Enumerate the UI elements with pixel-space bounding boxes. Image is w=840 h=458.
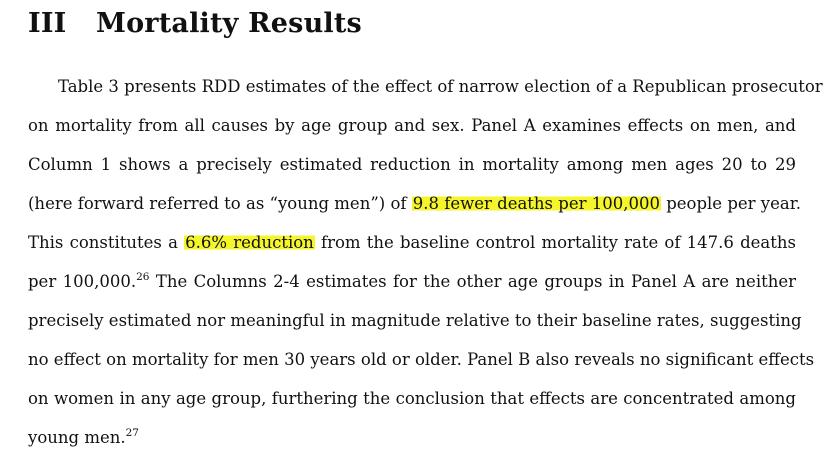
line-text: people per year. — [666, 194, 802, 213]
line-text: on mortality from all causes by age grou… — [28, 116, 796, 135]
text-line: on women in any age group, furthering th… — [28, 379, 796, 418]
section-heading: III Mortality Results — [28, 6, 362, 42]
line-text: on women in any age group, furthering th… — [28, 389, 796, 408]
text-line: Column 1 shows a precisely estimated red… — [28, 145, 796, 184]
line-text: per 100,000. — [28, 272, 137, 291]
footnote-marker[interactable]: 27 — [125, 427, 139, 439]
footnote-marker[interactable]: 26 — [136, 271, 150, 283]
line-text: Column 1 shows a precisely estimated red… — [28, 155, 796, 174]
text-line: (here forward referred to as “young men”… — [28, 184, 801, 223]
text-line: young men.27 — [28, 418, 796, 457]
line-text: from the baseline control mortality rate… — [320, 233, 796, 252]
line-text: young men. — [28, 428, 126, 447]
section-number: III — [28, 8, 67, 39]
section-title: Mortality Results — [96, 8, 362, 39]
line-text: This constitutes a — [28, 233, 178, 252]
body-paragraph: Table 3 presents RDD estimates of the ef… — [28, 67, 823, 457]
line-text: Table 3 presents RDD estimates of the ef… — [58, 77, 823, 96]
text-line: This constitutes a 6.6% reduction from t… — [28, 223, 796, 262]
line-text: no effect on mortality for men 30 years … — [28, 350, 815, 369]
line-text: The Columns 2-4 estimates for the other … — [155, 272, 797, 291]
text-line: per 100,000.26 The Columns 2-4 estimates… — [28, 262, 796, 301]
highlighted-text: 6.6% reduction — [184, 233, 315, 252]
line-text: (here forward referred to as “young men”… — [28, 194, 407, 213]
text-line: no effect on mortality for men 30 years … — [28, 340, 814, 379]
line-text: precisely estimated nor meaningful in ma… — [28, 311, 802, 330]
text-line: precisely estimated nor meaningful in ma… — [28, 301, 802, 340]
highlighted-text: 9.8 fewer deaths per 100,000 — [411, 194, 661, 213]
text-line: Table 3 presents RDD estimates of the ef… — [28, 67, 823, 106]
text-line: on mortality from all causes by age grou… — [28, 106, 796, 145]
